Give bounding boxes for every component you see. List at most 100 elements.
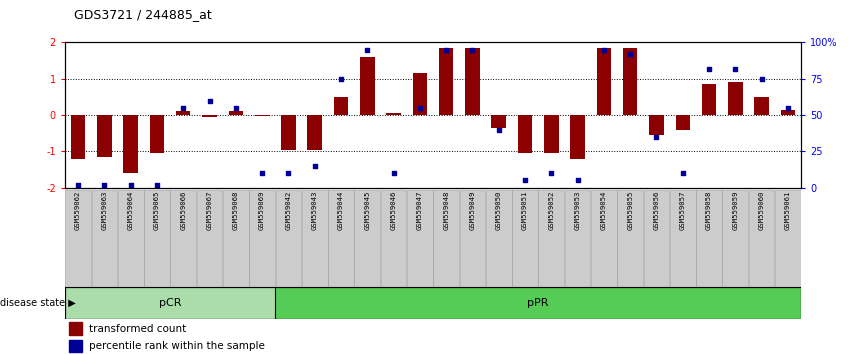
Bar <box>650 115 663 135</box>
Text: GSM559047: GSM559047 <box>417 190 423 230</box>
Bar <box>124 115 138 173</box>
FancyBboxPatch shape <box>171 190 196 287</box>
FancyBboxPatch shape <box>591 190 617 287</box>
Text: GSM559054: GSM559054 <box>601 190 607 230</box>
FancyBboxPatch shape <box>565 190 591 287</box>
FancyBboxPatch shape <box>512 190 538 287</box>
Text: pPR: pPR <box>527 298 549 308</box>
Text: GSM559059: GSM559059 <box>733 190 739 230</box>
Bar <box>229 112 243 115</box>
Text: GSM559048: GSM559048 <box>443 190 449 230</box>
Text: GSM559050: GSM559050 <box>495 190 501 230</box>
Text: GSM559064: GSM559064 <box>127 190 133 230</box>
Text: GSM559045: GSM559045 <box>365 190 371 230</box>
Text: transformed count: transformed count <box>88 324 185 333</box>
FancyBboxPatch shape <box>486 190 512 287</box>
Point <box>781 105 795 110</box>
Point <box>492 127 506 132</box>
Point <box>177 105 191 110</box>
FancyBboxPatch shape <box>643 190 669 287</box>
Bar <box>68 322 82 335</box>
Text: GSM559066: GSM559066 <box>180 190 186 230</box>
Point <box>545 170 559 176</box>
Bar <box>780 110 795 115</box>
Text: GSM559067: GSM559067 <box>207 190 212 230</box>
Bar <box>386 113 401 115</box>
FancyBboxPatch shape <box>92 190 117 287</box>
Point <box>597 47 611 53</box>
Bar <box>754 97 769 115</box>
Bar <box>675 115 690 130</box>
Bar <box>150 115 165 153</box>
Bar <box>281 115 295 149</box>
FancyBboxPatch shape <box>354 190 380 287</box>
FancyBboxPatch shape <box>197 190 223 287</box>
FancyBboxPatch shape <box>670 190 695 287</box>
FancyBboxPatch shape <box>696 190 722 287</box>
Point <box>334 76 348 82</box>
Text: GSM559069: GSM559069 <box>259 190 265 230</box>
FancyBboxPatch shape <box>275 190 301 287</box>
Point <box>413 105 427 110</box>
FancyBboxPatch shape <box>775 190 801 287</box>
FancyBboxPatch shape <box>249 190 275 287</box>
Bar <box>71 115 86 159</box>
Text: GSM559058: GSM559058 <box>706 190 712 230</box>
Text: GSM559053: GSM559053 <box>575 190 580 230</box>
Point <box>754 76 768 82</box>
Point <box>624 51 637 57</box>
Text: GSM559055: GSM559055 <box>627 190 633 230</box>
Bar <box>275 287 801 319</box>
Text: GSM559052: GSM559052 <box>548 190 554 230</box>
Point <box>728 66 742 72</box>
Bar <box>623 48 637 115</box>
FancyBboxPatch shape <box>749 190 774 287</box>
Bar <box>65 287 275 319</box>
Text: GSM559056: GSM559056 <box>654 190 659 230</box>
Bar <box>203 115 216 117</box>
Point <box>255 170 269 176</box>
Point <box>124 182 138 188</box>
Text: GSM559062: GSM559062 <box>75 190 81 230</box>
Text: GSM559057: GSM559057 <box>680 190 686 230</box>
Point <box>571 178 585 183</box>
Text: GSM559049: GSM559049 <box>469 190 475 230</box>
Text: GDS3721 / 244885_at: GDS3721 / 244885_at <box>74 8 211 21</box>
Text: GSM559051: GSM559051 <box>522 190 528 230</box>
Point <box>281 170 295 176</box>
Point <box>150 182 164 188</box>
Bar <box>412 73 427 115</box>
Bar <box>518 115 533 153</box>
Point <box>650 134 663 139</box>
Text: GSM559046: GSM559046 <box>391 190 397 230</box>
FancyBboxPatch shape <box>381 190 406 287</box>
FancyBboxPatch shape <box>223 190 249 287</box>
Bar <box>68 340 82 352</box>
Text: GSM559065: GSM559065 <box>154 190 160 230</box>
Text: disease state ▶: disease state ▶ <box>0 298 75 308</box>
Bar <box>176 111 191 115</box>
Bar <box>97 115 112 157</box>
Point <box>98 182 112 188</box>
Bar <box>492 115 506 128</box>
FancyBboxPatch shape <box>407 190 433 287</box>
Text: pCR: pCR <box>158 298 181 308</box>
Bar <box>307 115 322 149</box>
Bar <box>701 84 716 115</box>
Bar <box>571 115 585 159</box>
Text: percentile rank within the sample: percentile rank within the sample <box>88 341 264 351</box>
Point <box>702 66 716 72</box>
Bar <box>544 115 559 153</box>
Text: GSM559042: GSM559042 <box>286 190 291 230</box>
FancyBboxPatch shape <box>722 190 748 287</box>
Point <box>466 47 480 53</box>
Bar <box>597 48 611 115</box>
FancyBboxPatch shape <box>144 190 170 287</box>
Point <box>307 163 321 169</box>
Text: GSM559061: GSM559061 <box>785 190 791 230</box>
FancyBboxPatch shape <box>539 190 564 287</box>
Bar <box>465 48 480 115</box>
FancyBboxPatch shape <box>65 190 91 287</box>
Bar <box>255 115 269 116</box>
Point <box>203 98 216 103</box>
